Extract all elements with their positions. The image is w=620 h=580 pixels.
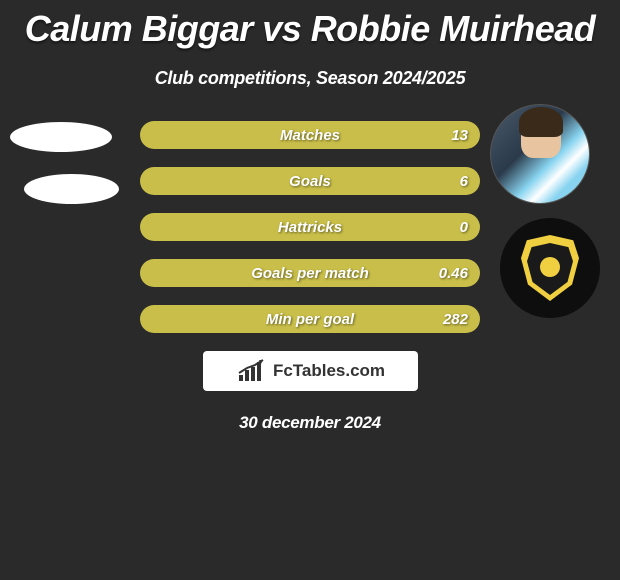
chart-icon: [235, 359, 270, 383]
page-title: Calum Biggar vs Robbie Muirhead: [0, 0, 620, 50]
stats-area: Matches 13 Goals 6 Hattricks 0 Goals per…: [0, 121, 620, 333]
stat-row-hattricks: Hattricks 0: [140, 213, 480, 241]
stat-label: Hattricks: [278, 219, 342, 236]
stat-row-goals: Goals 6: [140, 167, 480, 195]
brand-footer-box: FcTables.com: [203, 351, 418, 391]
stat-value-right: 13: [451, 127, 468, 144]
brand-name: FcTables.com: [273, 361, 385, 381]
stat-value-right: 0.46: [439, 265, 468, 282]
page-subtitle: Club competitions, Season 2024/2025: [0, 68, 620, 89]
stat-value-right: 282: [443, 311, 468, 328]
stat-row-matches: Matches 13: [140, 121, 480, 149]
stat-value-right: 6: [460, 173, 468, 190]
stat-value-right: 0: [460, 219, 468, 236]
stat-row-min-per-goal: Min per goal 282: [140, 305, 480, 333]
stat-label: Matches: [280, 127, 340, 144]
stat-label: Min per goal: [266, 311, 354, 328]
stat-label: Goals: [289, 173, 331, 190]
footer-date: 30 december 2024: [0, 413, 620, 433]
stat-label: Goals per match: [251, 265, 369, 282]
stat-row-goals-per-match: Goals per match 0.46: [140, 259, 480, 287]
